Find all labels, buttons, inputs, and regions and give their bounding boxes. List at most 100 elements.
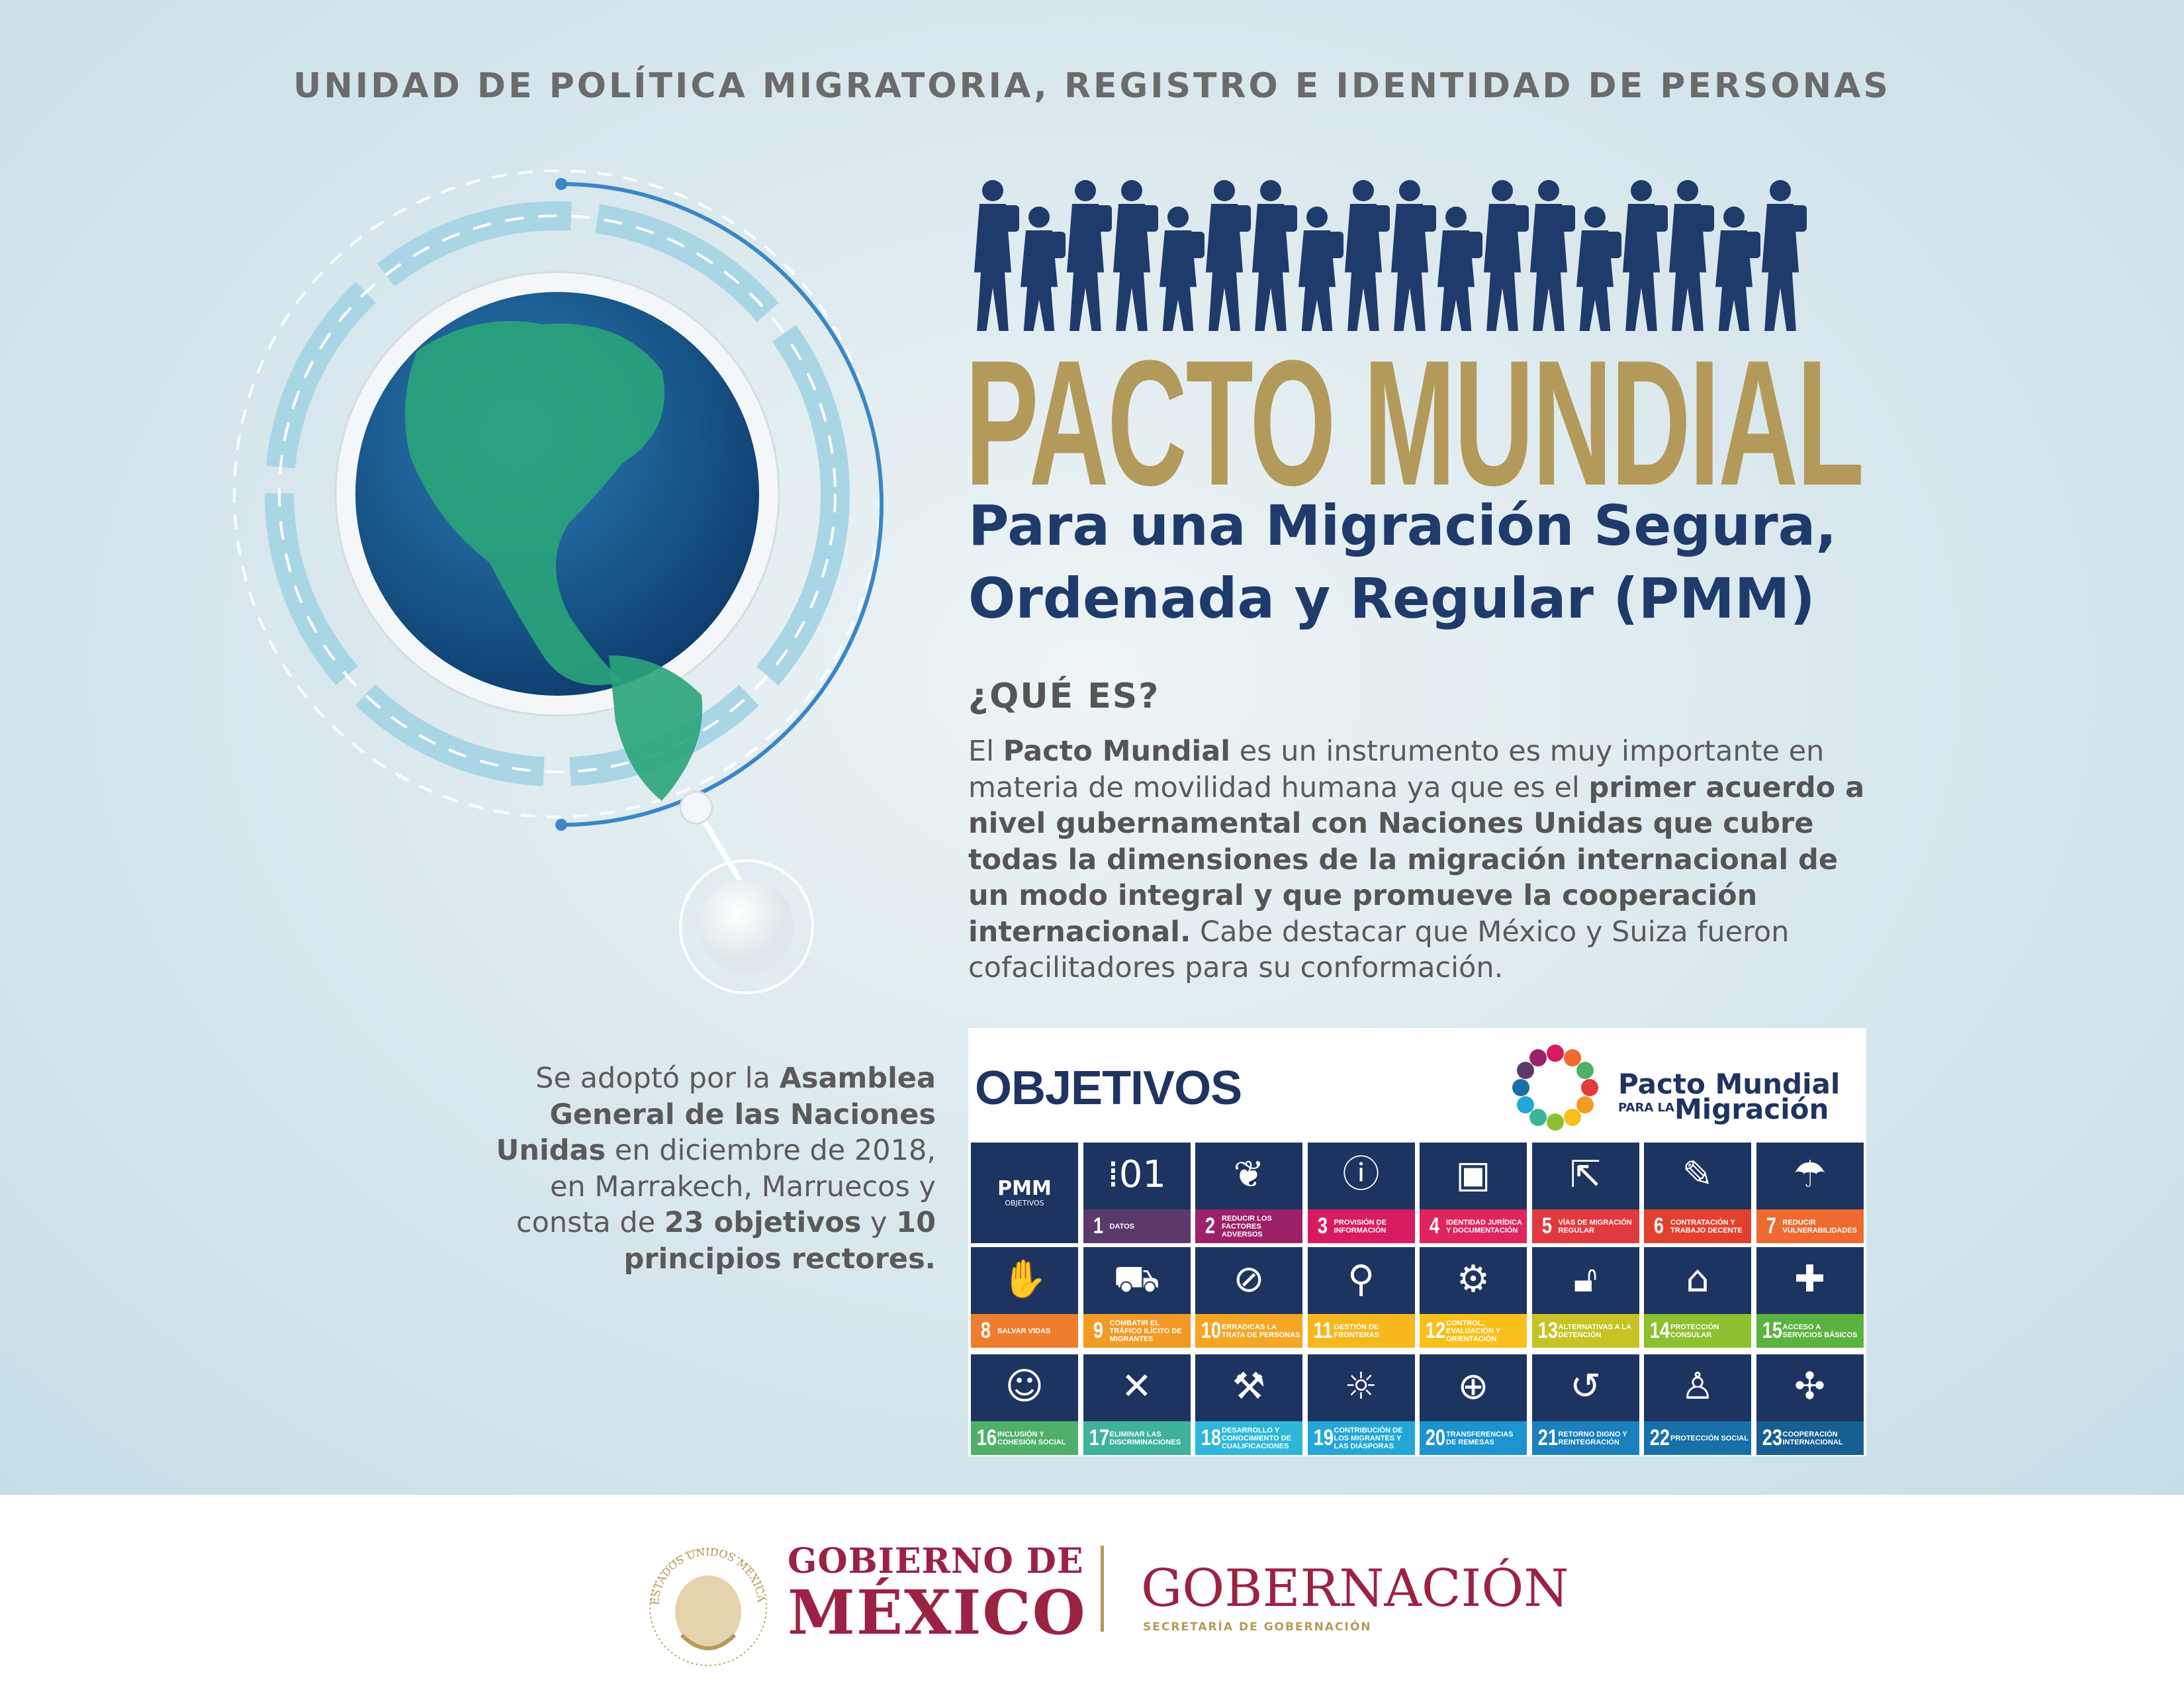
objective-number: 9: [1093, 1318, 1103, 1343]
objective-number: 7: [1766, 1213, 1776, 1239]
objective-number: 17: [1089, 1425, 1109, 1450]
logo-petal: [1517, 1062, 1534, 1079]
person-silhouette: [1298, 207, 1343, 331]
objective-number: 8: [980, 1318, 991, 1343]
person-silhouette: [1484, 180, 1529, 331]
objective-label: Transferencias de remesas: [1446, 1430, 1514, 1446]
gobierno-de-text: GOBIERNO DE: [788, 1541, 1084, 1581]
objective-label: Cooperación internacional: [1782, 1430, 1843, 1446]
objective-label: Provisión de información: [1334, 1218, 1387, 1235]
objective-band: 10 Erradicas la trata de personas: [1195, 1314, 1302, 1348]
protecting-hands-icon: ☂: [1793, 1153, 1827, 1196]
text: El: [968, 735, 1003, 768]
logo-petal: [1547, 1045, 1564, 1062]
bold-text: Pacto Mundial: [1003, 735, 1231, 768]
prohibited-person-icon: ⊘: [1233, 1258, 1265, 1301]
globe-money-icon: ⊕: [1457, 1365, 1489, 1408]
logo-petal: [1547, 1113, 1564, 1131]
objective-number: 2: [1205, 1213, 1215, 1239]
contract-icon: ✎: [1682, 1153, 1713, 1196]
pmm-tile: PMM OBJETIVOS: [971, 1143, 1078, 1243]
objective-number: 13: [1537, 1318, 1558, 1343]
information-icon: ⓘ: [1342, 1153, 1380, 1196]
footer-divider: [1101, 1546, 1104, 1632]
logo-petal: [1517, 1096, 1534, 1113]
logo-petal: [1512, 1079, 1529, 1096]
objective-number: 4: [1429, 1213, 1439, 1239]
binary-data-icon: ⁞01: [1107, 1153, 1167, 1196]
objective-number: 22: [1649, 1425, 1670, 1450]
text: es un instrumento es muy importante en m…: [968, 735, 1825, 804]
objective-label: Datos: [1109, 1222, 1135, 1231]
objective-label: Reducir los factores adversos: [1222, 1214, 1272, 1239]
health-key-icon: ✚: [1794, 1258, 1825, 1301]
logo-petal: [1576, 1096, 1594, 1113]
truck-icon: ⛟: [1113, 1258, 1160, 1301]
skills-wrench-icon: ⚒: [1232, 1365, 1266, 1408]
objective-tile: ⁞01 1 Datos: [1083, 1143, 1191, 1243]
bold-text: Asamblea General de las Naciones Unidas: [496, 1062, 936, 1167]
objective-label: Reducir vulnerabilidades: [1782, 1218, 1857, 1235]
objective-band: 9 Combatir el tráfico ilícito de migrant…: [1083, 1314, 1191, 1348]
consulate-building-icon: ⌂: [1686, 1258, 1709, 1301]
objective-label: Acceso a servicios básicos: [1782, 1323, 1858, 1339]
objective-tile: ♙ 22 Protección social: [1644, 1354, 1751, 1455]
objective-band: 11 Gestión de fronteras: [1307, 1314, 1415, 1348]
objective-label: Protección consular: [1670, 1323, 1719, 1339]
objective-tile: ⊕ 20 Transferencias de remesas: [1420, 1354, 1527, 1455]
pmm-label: PMM: [997, 1176, 1052, 1200]
objective-tile: ▣ 4 Identidad jurídica y documentación: [1420, 1143, 1527, 1243]
objective-tile: ✋ 8 Salvar vidas: [971, 1247, 1078, 1348]
text: en diciembre de 2018, en Marrakech, Marr…: [516, 1134, 936, 1239]
person-silhouette: [1762, 180, 1807, 331]
open-lock-icon: 🔓︎: [1573, 1258, 1598, 1301]
objective-label: Control, evaluación y orientación: [1446, 1319, 1500, 1343]
text: Cabe destacar que México y Suiza fueron …: [968, 915, 1790, 985]
objective-tile: ❦ 2 Reducir los factores adversos: [1195, 1143, 1302, 1243]
protected-person-icon: ♙: [1680, 1365, 1715, 1408]
objective-label: Combatir el tráfico ilícito de migrantes: [1109, 1319, 1182, 1343]
people-group-icon: ☺: [1005, 1365, 1044, 1408]
objective-band: 16 Inclusión y cohesión social: [971, 1421, 1078, 1455]
objective-number: 3: [1317, 1213, 1328, 1239]
objective-band: 17 Eliminar las discriminaciones: [1083, 1421, 1191, 1455]
bare-tree-icon: ❦: [1233, 1153, 1265, 1196]
objective-tile: ✕ 17 Eliminar las discriminaciones: [1083, 1354, 1191, 1455]
objective-label: Vías de migración regular: [1558, 1218, 1632, 1235]
stamp-icon: ⚲: [1347, 1258, 1375, 1301]
logo-petal: [1529, 1049, 1547, 1066]
person-silhouette: [1067, 180, 1112, 331]
objective-tile: ☺ 16 Inclusión y cohesión social: [971, 1354, 1078, 1455]
person-silhouette: [1252, 180, 1297, 331]
secretaria-text: SECRETARÍA DE GOBERNACIÓN: [1143, 1620, 1372, 1634]
person-silhouette: [1576, 207, 1621, 331]
objective-number: 20: [1425, 1425, 1446, 1450]
objective-band: 21 Retorno digno y reintegración: [1531, 1421, 1639, 1455]
logo-petal: [1564, 1109, 1581, 1126]
person-silhouette: [1715, 207, 1760, 331]
objective-number: 11: [1313, 1318, 1333, 1343]
que-es-heading: ¿QUÉ ES?: [968, 677, 1160, 716]
objective-label: Protección social: [1670, 1434, 1749, 1442]
objective-number: 18: [1201, 1425, 1222, 1450]
id-card-icon: ▣: [1455, 1153, 1491, 1196]
flower-logo-icon: [1512, 1045, 1598, 1131]
subtitle-line-1: Para una Migración Segura,: [968, 493, 1837, 558]
objective-band: 19 Contribución de los migrantes y las d…: [1307, 1421, 1415, 1455]
person-silhouette: [1437, 207, 1482, 331]
objective-tile: ⊘ 10 Erradicas la trata de personas: [1195, 1247, 1302, 1348]
bold-text: 23 objetivos: [664, 1206, 862, 1239]
objective-label: Erradicas la trata de personas: [1222, 1323, 1300, 1339]
person-silhouette: [974, 180, 1019, 331]
objective-label: Contratación y trabajo decente: [1670, 1218, 1743, 1235]
logo-petal: [1564, 1049, 1581, 1066]
bold-text: primer acuerdo a nivel gubernamental con…: [968, 771, 1865, 949]
objective-band: 8 Salvar vidas: [971, 1314, 1078, 1348]
objective-band: 23 Cooperación internacional: [1756, 1421, 1864, 1455]
person-silhouette: [1113, 180, 1158, 331]
lightbulb-icon: ☼: [1344, 1365, 1378, 1408]
objective-band: 18 Desarrollo y conocimiento de cualific…: [1195, 1421, 1302, 1455]
return-blocks-icon: ↺: [1570, 1365, 1601, 1408]
objective-number: 10: [1201, 1318, 1222, 1343]
objective-band: 7 Reducir vulnerabilidades: [1756, 1209, 1864, 1243]
